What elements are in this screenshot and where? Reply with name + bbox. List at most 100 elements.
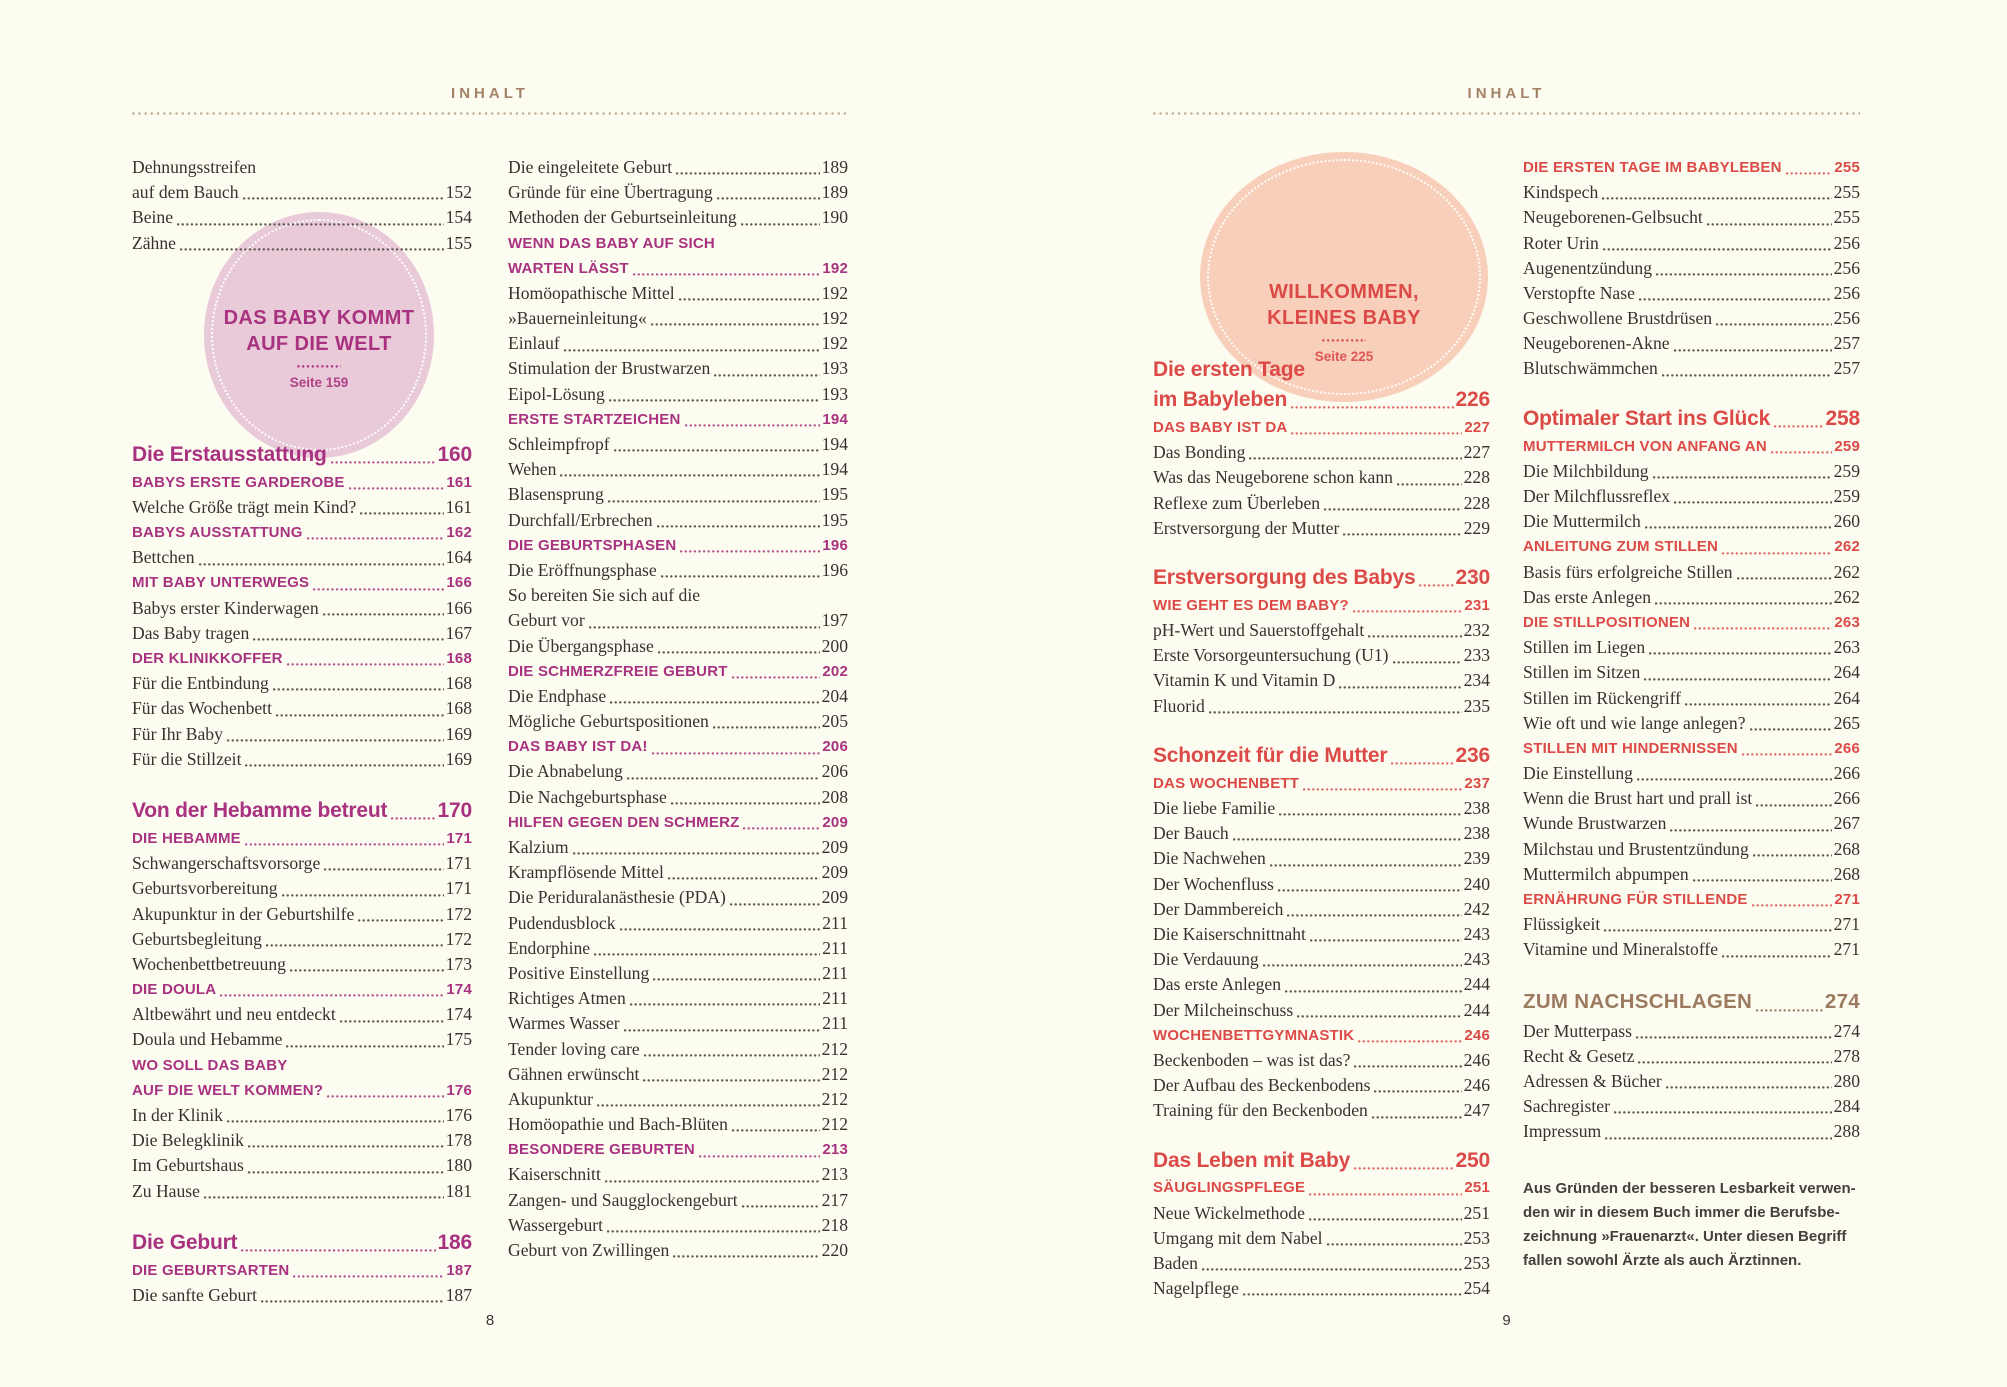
- dotted-leader: [330, 460, 436, 464]
- toc-heading: Schonzeit für die Mutter 236: [1153, 741, 1490, 771]
- toc-entry-label: Doula und Hebamme: [132, 1029, 283, 1050]
- toc-entry-label: Stimulation der Brustwarzen: [508, 358, 711, 379]
- toc-entry-label: Zähne: [132, 232, 176, 253]
- toc-entry-label: Die liebe Familie: [1153, 798, 1276, 819]
- toc-entry-label: WOCHENBETTGYMNASTIK: [1153, 1026, 1355, 1044]
- toc-entry: Die liebe Familie 238: [1153, 796, 1490, 821]
- dotted-leader: [1635, 1035, 1832, 1039]
- toc-entry-label: Das erste Anlegen: [1153, 974, 1282, 995]
- toc-entry-label: Erstversorgung der Mutter: [1153, 517, 1340, 538]
- dotted-leader: [1638, 298, 1832, 302]
- toc-entry: Wenn die Brust hart und prall ist 266: [1523, 786, 1860, 811]
- dotted-leader: [684, 424, 821, 428]
- toc-entry-label: Pudendusblock: [508, 912, 616, 933]
- dotted-leader: [629, 1003, 821, 1007]
- dotted-leader: [607, 499, 820, 503]
- toc-entry-label: Für die Stillzeit: [132, 748, 242, 769]
- toc-entry-label: Erste Vorsorgeuntersuchung (U1): [1153, 645, 1389, 666]
- toc-heading: HILFEN GEGEN DEN SCHMERZ 209: [508, 810, 848, 835]
- dotted-leader: [306, 537, 445, 541]
- dotted-leader: [667, 877, 820, 881]
- toc-entry-page: 229: [1463, 517, 1490, 538]
- toc-entry: Krampflösende Mittel 209: [508, 860, 848, 885]
- dotted-leader: [1644, 677, 1832, 681]
- toc-entry-page: 257: [1833, 358, 1860, 379]
- dotted-leader: [1685, 702, 1832, 706]
- dotted-leader: [1309, 1192, 1463, 1196]
- toc-entry-page: 213: [822, 1141, 848, 1159]
- toc-entry-label: Die Eröffnungsphase: [508, 559, 657, 580]
- toc-entry-label: DIE GEBURTSPHASEN: [508, 536, 677, 554]
- toc-entry-page: 194: [821, 434, 848, 455]
- toc-entry: Wassergeburt 218: [508, 1213, 848, 1238]
- toc-heading: MUTTERMILCH VON ANFANG AN 259: [1523, 434, 1860, 459]
- dotted-leader: [657, 650, 820, 654]
- toc-entry: Die Endphase 204: [508, 684, 848, 709]
- toc-entry: Kaiserschnitt 213: [508, 1163, 848, 1188]
- toc-heading: BABYS ERSTE GARDEROBE 161: [132, 470, 472, 495]
- toc-entry-label: Die Milchbildung: [1523, 460, 1649, 481]
- toc-entry-page: 204: [821, 685, 848, 706]
- toc-entry-page: 246: [1463, 1049, 1490, 1070]
- readability-footnote: Aus Gründen der besseren Lesbarkeit verw…: [1523, 1179, 1856, 1270]
- toc-entry-label: Nagelpflege: [1153, 1278, 1239, 1299]
- toc-entry-label: ERNÄHRUNG FÜR STILLENDE: [1523, 891, 1748, 909]
- dotted-leader: [673, 1255, 820, 1259]
- dotted-leader: [1752, 853, 1832, 857]
- toc-entry-label: ANLEITUNG ZUM STILLEN: [1523, 538, 1719, 556]
- dotted-leader: [676, 172, 820, 176]
- toc-entry-label: DAS BABY IST DA!: [508, 738, 648, 756]
- toc-entry: Tender loving care 212: [508, 1037, 848, 1062]
- dotted-leader: [275, 713, 444, 717]
- toc-entry: Pudendusblock 211: [508, 911, 848, 936]
- toc-entry-page: 175: [445, 1029, 472, 1050]
- toc-entry-label: MUTTERMILCH VON ANFANG AN: [1523, 437, 1767, 455]
- toc-entry-page: 259: [1834, 437, 1860, 455]
- toc-entry-label: Welche Größe trägt mein Kind?: [132, 496, 357, 517]
- toc-entry: Der Milcheinschuss 244: [1153, 998, 1490, 1023]
- toc-entry-label: Warmes Wasser: [508, 1013, 620, 1034]
- toc-entry-page: 271: [1833, 939, 1860, 960]
- toc-heading: WENN DAS BABY AUF SICH: [508, 231, 848, 256]
- toc-entry: Methoden der Geburtseinleitung 190: [508, 205, 848, 230]
- toc-entry: Schwangerschaftsvorsorge 171: [132, 851, 472, 876]
- toc-entry: Sachregister 284: [1523, 1094, 1860, 1119]
- toc-entry-label: Die Verdauung: [1153, 949, 1259, 970]
- toc-heading: DIE DOULA 174: [132, 977, 472, 1002]
- dotted-leader: [1291, 432, 1463, 436]
- toc-group: Schonzeit für die Mutter 236 DAS WOCHENBET…: [1153, 741, 1490, 1124]
- dotted-leader: [716, 197, 820, 201]
- toc-entry: Wochenbettbetreuung 173: [132, 952, 472, 977]
- toc-entry-label: Optimaler Start ins Glück: [1523, 406, 1771, 430]
- toc-entry-label: Für die Entbindung: [132, 673, 269, 694]
- dotted-leader: [712, 726, 820, 730]
- toc-entry-label: DIE GEBURTSARTEN: [132, 1261, 290, 1279]
- dotted-leader: [1374, 1090, 1462, 1094]
- toc-entry-label: Der Milcheinschuss: [1153, 999, 1294, 1020]
- toc-entry-page: 253: [1463, 1227, 1490, 1248]
- dotted-leader: [1208, 710, 1462, 714]
- toc-heading: BABYS AUSSTATTUNG 162: [132, 520, 472, 545]
- badge-divider: [297, 364, 341, 368]
- toc-entry: Nagelpflege 254: [1153, 1276, 1490, 1301]
- toc-entry-label: Krampflösende Mittel: [508, 862, 664, 883]
- toc-entry-label: Geburtsbegleitung: [132, 928, 262, 949]
- toc-entry-label: Der Bauch: [1153, 823, 1229, 844]
- toc-entry-label: Neugeborenen-Akne: [1523, 333, 1670, 354]
- badge-dotted-ring: [211, 219, 427, 451]
- dotted-leader: [1354, 1065, 1462, 1069]
- dotted-leader: [660, 575, 820, 579]
- toc-entry-page: 196: [822, 536, 848, 554]
- toc-heading: DAS BABY IST DA! 206: [508, 734, 848, 759]
- toc-heading: AUF DIE WELT KOMMEN? 176: [132, 1078, 472, 1103]
- toc-entry: Die Kaiserschnittnaht 243: [1153, 922, 1490, 947]
- toc-entry-page: 200: [821, 635, 848, 656]
- toc-entry: Wehen 194: [508, 457, 848, 482]
- dotted-leader: [1656, 272, 1832, 276]
- dotted-leader: [1673, 348, 1832, 352]
- toc-entry-page: 266: [1834, 739, 1860, 757]
- toc-entry-label: Schonzeit für die Mutter: [1153, 743, 1388, 767]
- toc-entry: Homöopathie und Bach-Blüten 212: [508, 1112, 848, 1137]
- toc-entry: Die Nachgeburtsphase 208: [508, 785, 848, 810]
- toc-entry: Blasensprung 195: [508, 482, 848, 507]
